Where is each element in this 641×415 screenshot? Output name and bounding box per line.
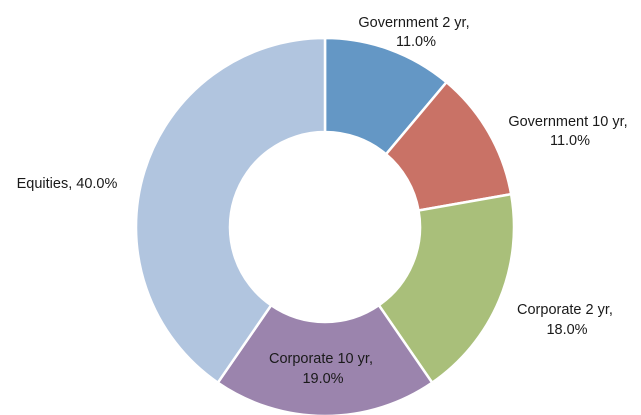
label-corporate-2yr-name: Corporate 2 yr: [517, 302, 610, 318]
label-government-2yr-sep: ,: [466, 15, 470, 31]
label-corporate-10yr-sep: ,: [369, 351, 373, 367]
label-corporate-2yr-value: 18.0%: [546, 322, 587, 338]
label-government-10yr-sep: ,: [624, 114, 628, 130]
label-equities-name: Equities: [17, 176, 69, 192]
label-equities: Equities, 40.0%: [17, 176, 118, 192]
label-government-10yr-value: 11.0%: [550, 133, 590, 149]
label-government-10yr-name: Government 10 yr: [508, 114, 624, 130]
label-equities-value: 40.0%: [76, 176, 117, 192]
label-equities-sep: ,: [68, 176, 76, 192]
label-corporate-10yr-name: Corporate 10 yr: [269, 351, 370, 367]
label-corporate-2yr-sep: ,: [609, 302, 613, 318]
label-government-2yr-name: Government 2 yr: [358, 15, 466, 31]
label-corporate-10yr-value: 19.0%: [302, 371, 343, 387]
label-government-2yr-value: 11.0%: [396, 34, 436, 50]
label-government-10yr: Government 10 yr, 11.0%: [508, 114, 631, 149]
label-corporate-2yr: Corporate 2 yr, 18.0%: [517, 302, 617, 338]
